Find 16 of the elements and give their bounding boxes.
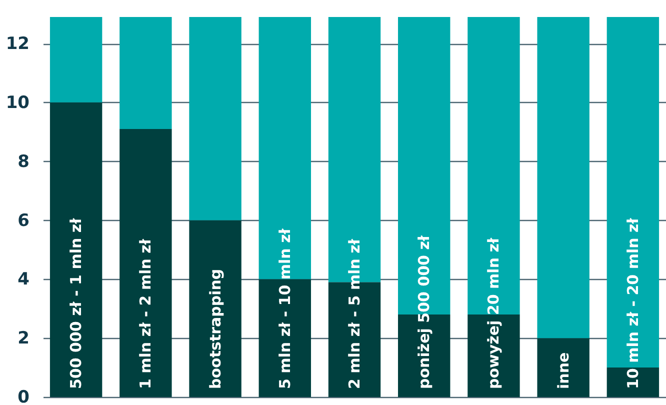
x-tick-label: inne <box>554 352 572 389</box>
x-tick-label: bootstrapping <box>206 268 224 389</box>
y-tick-label: 6 <box>18 210 30 231</box>
y-tick-label: 10 <box>6 92 30 113</box>
x-tick-label: poniżej 500 000 zł <box>415 235 434 389</box>
x-tick-label: 10 mln zł - 20 mln zł <box>624 218 642 389</box>
y-tick-label: 12 <box>6 34 30 54</box>
y-tick-label: 4 <box>18 270 30 290</box>
x-tick-label: powyżej 20 mln zł <box>484 238 503 389</box>
y-tick-label: 0 <box>18 388 30 405</box>
x-tick-label: 1 mln zł - 2 mln zł <box>136 238 155 389</box>
y-tick-label: 2 <box>18 328 30 349</box>
y-tick-label: 8 <box>18 152 30 172</box>
x-tick-label: 5 mln zł - 10 mln zł <box>276 228 294 389</box>
x-tick-label: 2 mln zł - 5 mln zł <box>346 238 364 389</box>
x-tick-label: 500 000 zł - 1 mln zł <box>67 218 86 389</box>
